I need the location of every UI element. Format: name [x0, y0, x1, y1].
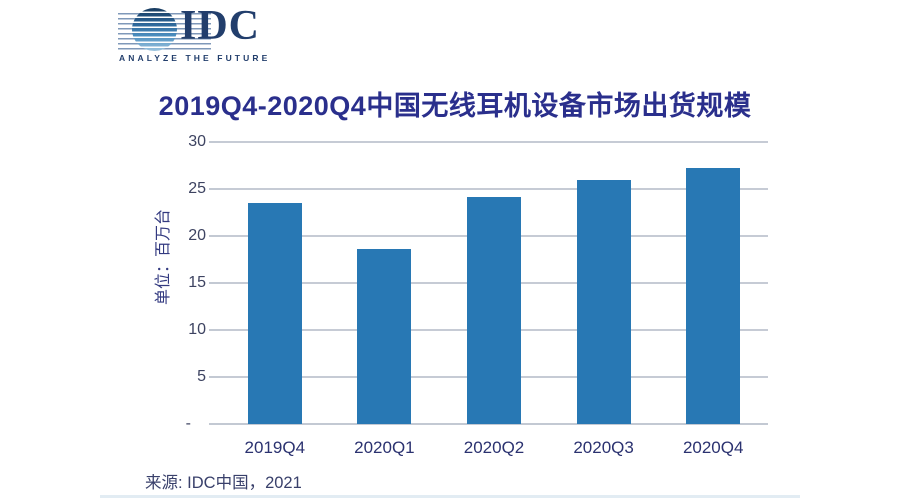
y-axis-labels: 30 25 20 15 10 5 - — [158, 133, 206, 432]
x-tick-label-2020Q4: 2020Q4 — [682, 438, 744, 457]
bottom-edge-strip — [100, 495, 800, 498]
y-tick-mark-25 — [209, 188, 220, 190]
y-tick-label-20: 20 — [188, 227, 206, 244]
y-tick-label-25: 25 — [188, 180, 206, 197]
y-tick-mark-20 — [209, 235, 220, 237]
plot-area — [220, 141, 768, 425]
bar-2020Q2 — [467, 196, 521, 424]
y-tick-label-30: 30 — [188, 133, 206, 150]
gridline-25 — [220, 188, 768, 190]
chart-title: 2019Q4-2020Q4中国无线耳机设备市场出货规模 — [158, 91, 752, 121]
logo-brand-text: IDC — [180, 3, 261, 49]
x-axis-line — [220, 423, 768, 425]
y-tick-mark-10 — [209, 329, 220, 331]
y-axis-ticks — [209, 141, 220, 425]
y-tick-label-5: 5 — [197, 368, 206, 385]
bar-2020Q1 — [357, 249, 412, 424]
idc-logo: IDC ANALYZE THE FUTURE — [118, 3, 278, 66]
y-tick-label-0: - — [185, 415, 191, 432]
y-tick-mark-15 — [209, 282, 220, 284]
y-tick-mark-5 — [209, 376, 220, 378]
y-tick-mark-0 — [209, 423, 220, 425]
x-axis-labels: 2019Q4 2020Q1 2020Q2 2020Q3 2020Q4 — [220, 438, 768, 460]
y-tick-mark-30 — [209, 141, 220, 143]
x-tick-label-2019Q4: 2019Q4 — [244, 438, 306, 457]
source-note: 来源: IDC中国，2021 — [145, 474, 302, 492]
x-tick-label-2020Q1: 2020Q1 — [354, 438, 415, 457]
globe-icon — [132, 8, 177, 51]
gridline-30 — [220, 141, 768, 143]
y-tick-label-15: 15 — [188, 274, 206, 291]
y-tick-label-10: 10 — [188, 321, 206, 338]
bar-2019Q4 — [247, 203, 302, 424]
bar-2020Q3 — [576, 179, 631, 424]
x-tick-label-2020Q2: 2020Q2 — [463, 438, 525, 457]
x-tick-label-2020Q3: 2020Q3 — [573, 438, 634, 457]
bar-2020Q4 — [686, 168, 741, 424]
logo-tagline: ANALYZE THE FUTURE — [119, 53, 271, 63]
